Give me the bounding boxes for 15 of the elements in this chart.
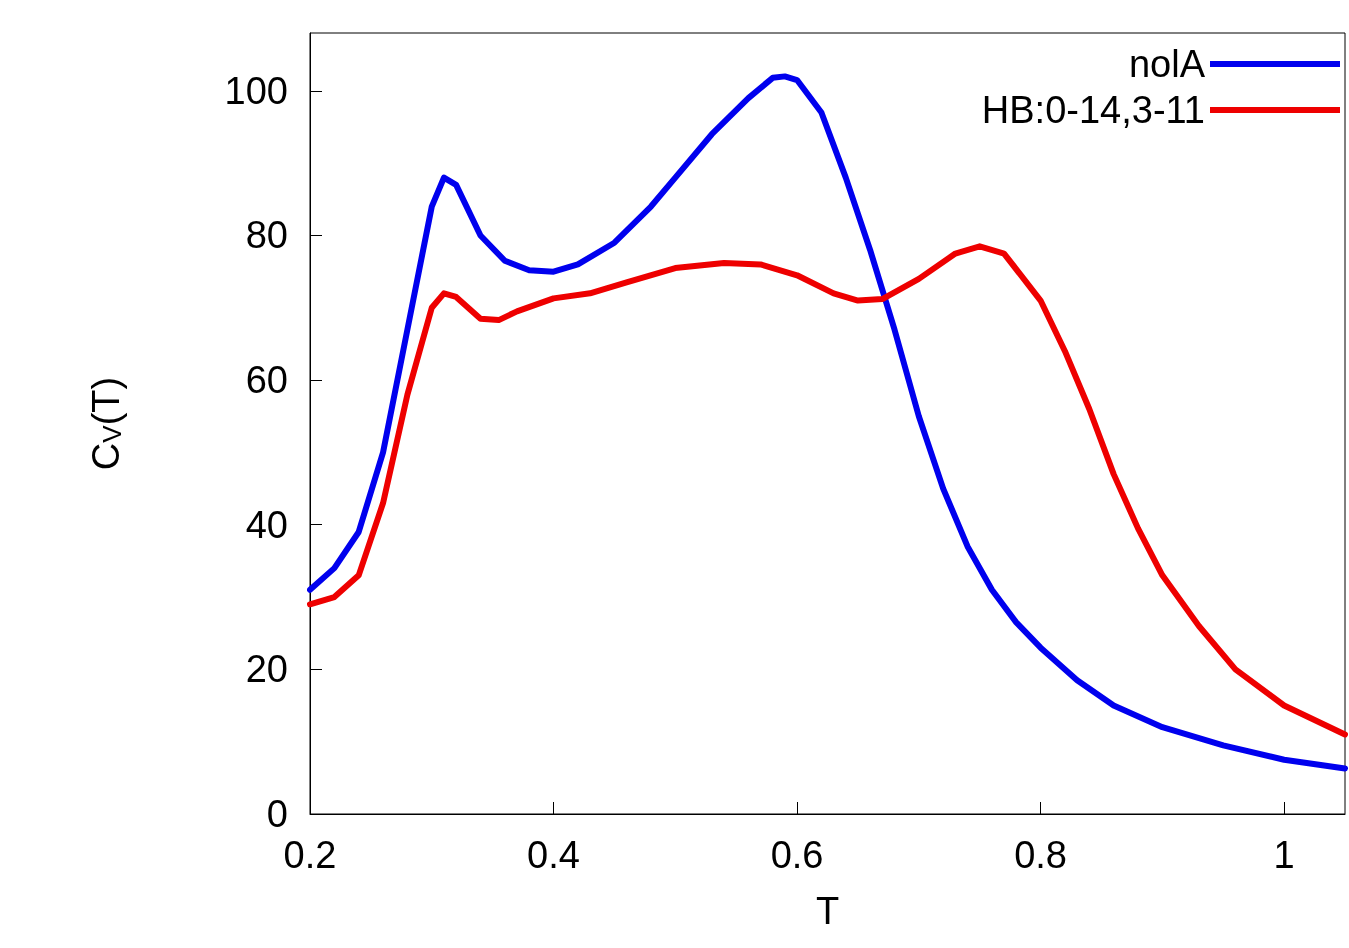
y-tick-label: 100 <box>224 69 288 112</box>
x-tick-label: 0.8 <box>1014 834 1067 876</box>
x-tick-label: 0.2 <box>283 834 337 876</box>
legend-label: nolA <box>1128 43 1206 85</box>
legend-label: HB:0-14,3-11 <box>981 89 1205 131</box>
y-tick-label: 40 <box>245 503 288 546</box>
y-tick-label: 60 <box>245 359 288 402</box>
y-tick-label: 80 <box>245 214 288 257</box>
x-tick-label: 0.6 <box>770 834 824 876</box>
x-tick-label: 1 <box>1273 834 1295 876</box>
y-axis-title: CV(T) <box>85 376 127 471</box>
y-tick-label: 0 <box>266 793 288 835</box>
x-tick-label: 0.4 <box>527 834 580 876</box>
y-tick-label: 20 <box>245 648 288 691</box>
x-axis-title: T <box>815 890 840 932</box>
